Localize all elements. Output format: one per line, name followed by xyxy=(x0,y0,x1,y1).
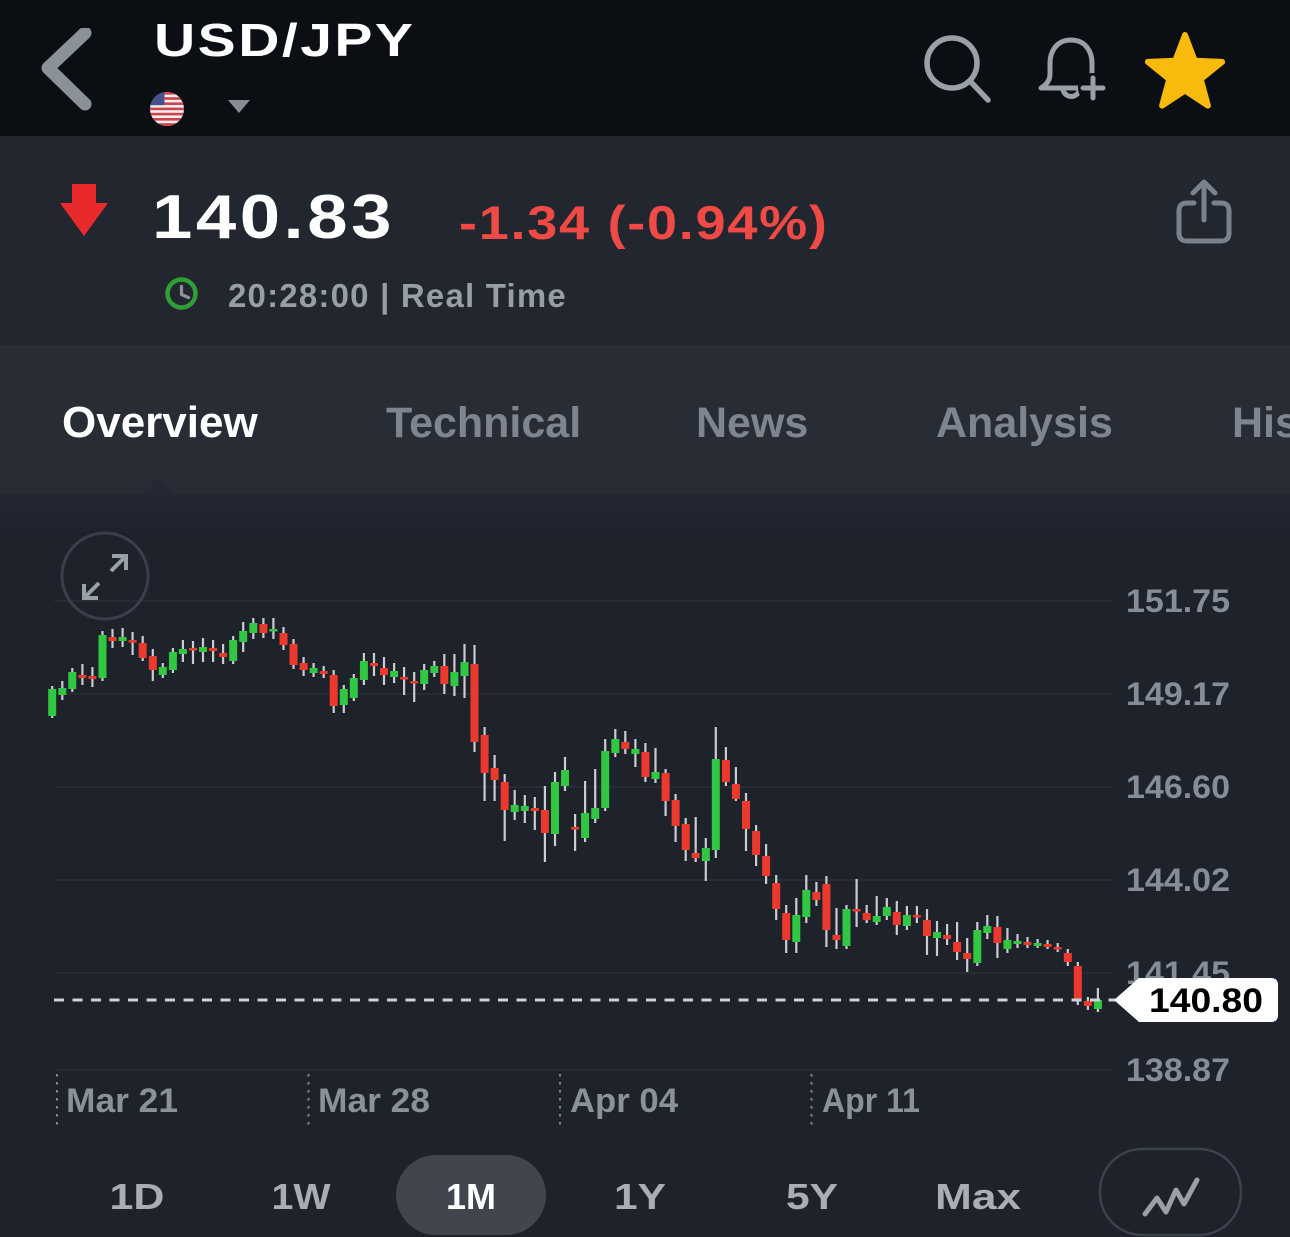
svg-text:Apr 04: Apr 04 xyxy=(570,1082,678,1120)
svg-text:140.80: 140.80 xyxy=(1149,982,1263,1020)
svg-text:Mar 28: Mar 28 xyxy=(318,1082,430,1120)
svg-text:1W: 1W xyxy=(272,1176,331,1217)
svg-text:1M: 1M xyxy=(446,1176,496,1217)
svg-text:1Y: 1Y xyxy=(614,1176,666,1217)
svg-text:1D: 1D xyxy=(110,1176,165,1217)
svg-text:Mar 21: Mar 21 xyxy=(66,1082,178,1120)
svg-text:Max: Max xyxy=(935,1176,1021,1217)
svg-text:5Y: 5Y xyxy=(786,1176,838,1217)
svg-text:Apr 11: Apr 11 xyxy=(822,1082,920,1120)
svg-text:144.02: 144.02 xyxy=(1126,862,1230,898)
svg-text:149.17: 149.17 xyxy=(1126,676,1230,712)
svg-text:138.87: 138.87 xyxy=(1126,1052,1230,1088)
svg-text:151.75: 151.75 xyxy=(1126,583,1230,619)
svg-text:146.60: 146.60 xyxy=(1126,769,1230,805)
